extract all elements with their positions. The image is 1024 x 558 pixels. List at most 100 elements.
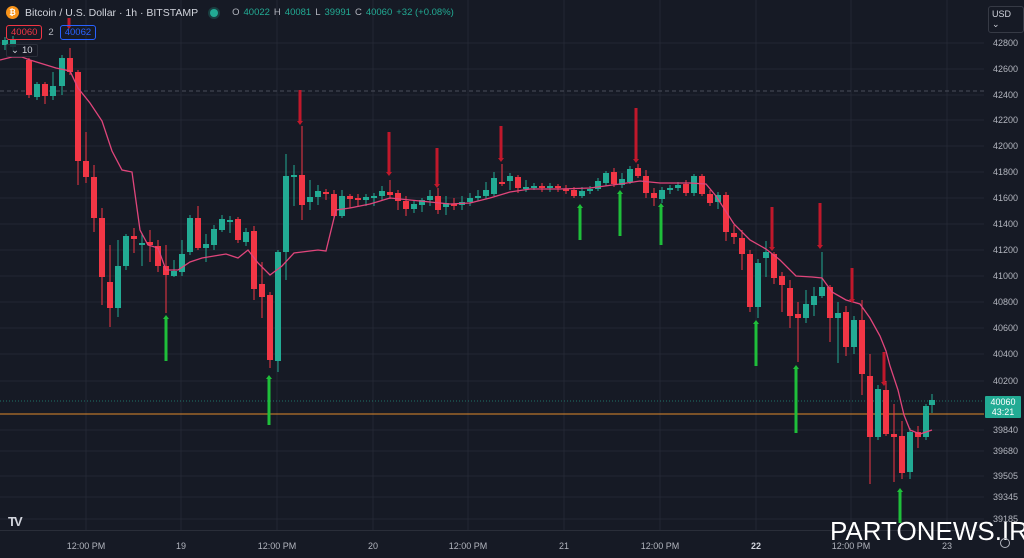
- candle-body: [91, 177, 97, 218]
- candle-body: [539, 186, 545, 188]
- buy-arrow-head-icon: [577, 204, 583, 208]
- candle-body: [843, 312, 849, 347]
- candle-body: [411, 204, 417, 209]
- price-chart-canvas[interactable]: [0, 0, 984, 530]
- price-tick-label: 39505: [992, 471, 1018, 481]
- candle-body: [363, 197, 369, 200]
- ohlc-values: O 40022 H 40081 L 39991 C 40060 +32 (+0.08%): [232, 7, 454, 18]
- candle-body: [827, 287, 833, 318]
- price-tick-label: 40600: [992, 323, 1018, 333]
- buy-price-button[interactable]: 40062: [59, 25, 97, 40]
- candle-body: [811, 296, 817, 305]
- candle-body: [323, 192, 329, 194]
- candle-body: [34, 84, 40, 97]
- candle-body: [115, 266, 121, 308]
- candle-body: [475, 196, 481, 198]
- time-tick-label: 12:00 PM: [640, 541, 680, 551]
- candle-body: [907, 432, 913, 472]
- candle-body: [835, 313, 841, 318]
- candle-body: [595, 181, 601, 189]
- candle-body: [851, 320, 857, 347]
- candle-body: [515, 177, 521, 188]
- candle-body: [42, 84, 48, 96]
- buy-arrow-head-icon: [793, 365, 799, 369]
- candle-body: [659, 190, 665, 199]
- current-price-value: 40060: [990, 397, 1016, 407]
- market-open-status-icon: [210, 8, 219, 17]
- indicator-count: 10: [21, 45, 33, 56]
- candle-body: [603, 173, 609, 183]
- sell-arrow-head-icon: [633, 159, 639, 163]
- candle-body: [347, 196, 353, 199]
- candle-body: [883, 390, 889, 434]
- candle-body: [531, 186, 537, 188]
- sell-arrow-head-icon: [434, 184, 440, 188]
- candle-body: [667, 188, 673, 190]
- candle-body: [299, 175, 305, 205]
- candle-body: [187, 218, 193, 252]
- candle-body: [523, 187, 529, 189]
- candle-body: [139, 243, 145, 245]
- candle-body: [731, 233, 737, 237]
- candle-body: [635, 168, 641, 176]
- candle-body: [50, 86, 56, 96]
- candle-body: [683, 184, 689, 193]
- tradingview-logo[interactable]: TV: [8, 514, 23, 529]
- candle-body: [619, 179, 625, 185]
- candle-body: [211, 229, 217, 245]
- candle-body: [387, 192, 393, 195]
- price-tick-label: 42800: [992, 38, 1018, 48]
- candle-body: [579, 191, 585, 196]
- low-value: 39991: [324, 7, 351, 18]
- candle-body: [867, 376, 873, 437]
- time-scale[interactable]: 12:00 PM 19 12:00 PM 20 12:00 PM 21 12:00 PM 22…: [0, 530, 984, 558]
- sell-price-button[interactable]: 40060: [6, 25, 43, 40]
- buy-arrow-head-icon: [266, 375, 272, 379]
- price-tick-label: 39680: [992, 446, 1018, 456]
- candle-body: [555, 186, 561, 188]
- candle-body: [929, 400, 935, 405]
- candle-body: [787, 288, 793, 316]
- price-tick-label: 40400: [992, 349, 1018, 359]
- candle-body: [643, 176, 649, 193]
- candle-body: [307, 197, 313, 202]
- symbol-title[interactable]: Bitcoin / U.S. Dollar · 1h · BITSTAMP: [25, 6, 199, 19]
- gear-icon[interactable]: [1000, 538, 1010, 548]
- candle-body: [675, 185, 681, 188]
- candle-body: [107, 282, 113, 308]
- close-value: 40060: [365, 7, 393, 18]
- currency-select[interactable]: USD ⌄: [988, 6, 1024, 33]
- buy-arrow-head-icon: [163, 315, 169, 319]
- candle-body: [315, 191, 321, 197]
- candle-body: [99, 218, 105, 277]
- candle-body: [259, 284, 265, 297]
- candle-body: [747, 254, 753, 307]
- candle-body: [755, 263, 761, 307]
- candle-body: [83, 161, 89, 177]
- candle-body: [547, 186, 553, 188]
- indicators-toggle-button[interactable]: ⌄ 10: [6, 44, 38, 57]
- candle-body: [195, 218, 201, 248]
- open-value: 40022: [243, 7, 270, 18]
- candle-body: [203, 244, 209, 248]
- price-scale[interactable]: 42800 42600 42400 42200 42000 41800 41600 41400…: [984, 0, 1024, 530]
- candle-body: [923, 406, 929, 437]
- candle-body: [483, 190, 489, 196]
- candle-body: [795, 314, 801, 318]
- candle-body: [427, 196, 433, 200]
- candle-body: [283, 176, 289, 252]
- candle-body: [395, 193, 401, 201]
- change-value: +32 (+0.08%): [396, 7, 454, 18]
- candle-body: [899, 436, 905, 473]
- candle-body: [147, 242, 153, 245]
- candle-body: [691, 176, 697, 193]
- buy-arrow-head-icon: [897, 488, 903, 492]
- high-value: 40081: [284, 7, 312, 18]
- candle-body: [403, 201, 409, 209]
- chevron-down-icon: ⌄: [11, 45, 19, 56]
- candle-body: [611, 172, 617, 184]
- watermark-text: PARTONEWS.IR: [830, 516, 1024, 546]
- candle-body: [171, 271, 177, 276]
- candle-body: [59, 58, 65, 86]
- current-price-label: 40060 43:21: [985, 396, 1021, 418]
